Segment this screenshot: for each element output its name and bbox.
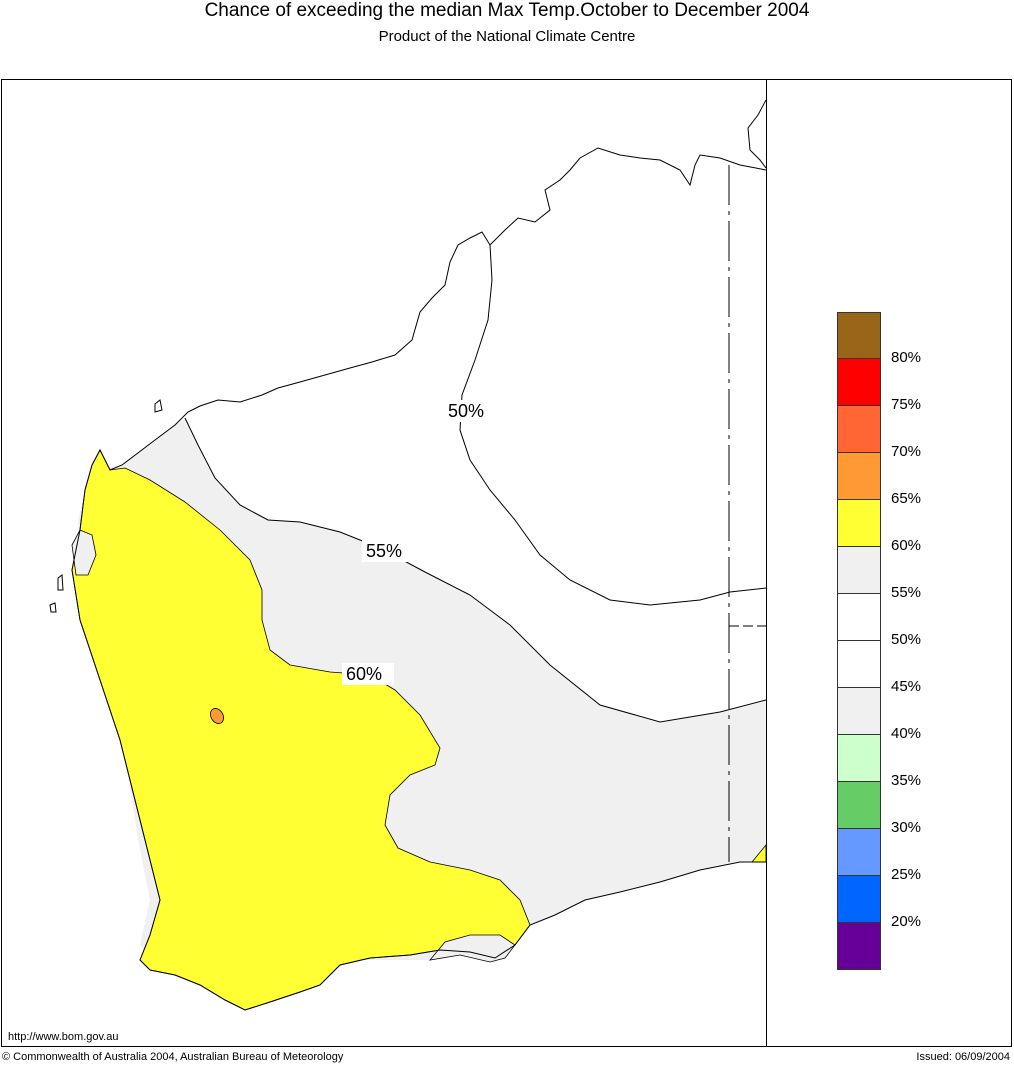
legend-swatch bbox=[837, 406, 881, 453]
contour-label-60: 60% bbox=[346, 664, 382, 684]
legend-swatch bbox=[837, 829, 881, 876]
website-url: http://www.bom.gov.au bbox=[8, 1031, 119, 1043]
map-subtitle: Product of the National Climate Centre bbox=[378, 28, 636, 45]
legend-label: 55% bbox=[891, 584, 922, 601]
band-65-70-spot bbox=[210, 708, 224, 724]
legend-label: 60% bbox=[891, 537, 922, 554]
legend-label: 40% bbox=[891, 725, 922, 742]
legend-swatch bbox=[837, 876, 881, 923]
legend-swatch bbox=[837, 359, 881, 406]
legend-label: 70% bbox=[891, 443, 922, 460]
contour-50 bbox=[459, 244, 766, 606]
legend-label: 30% bbox=[891, 819, 922, 836]
island bbox=[49, 602, 57, 613]
legend-label: 65% bbox=[891, 490, 922, 507]
legend-swatch bbox=[837, 547, 881, 594]
legend-label: 35% bbox=[891, 772, 922, 789]
legend-swatch bbox=[837, 312, 881, 359]
legend-label: 45% bbox=[891, 678, 922, 695]
legend-swatch bbox=[837, 735, 881, 782]
legend-swatch bbox=[837, 500, 881, 547]
copyright-text: © Commonwealth of Australia 2004, Austra… bbox=[2, 1051, 344, 1063]
legend-label: 20% bbox=[891, 913, 922, 930]
legend-swatch bbox=[837, 923, 881, 970]
legend-swatch bbox=[837, 641, 881, 688]
island bbox=[154, 399, 163, 413]
coastline bbox=[71, 99, 766, 1011]
legend-swatch bbox=[837, 453, 881, 500]
island bbox=[57, 574, 64, 591]
legend-label: 80% bbox=[891, 349, 922, 366]
legend-swatch bbox=[837, 688, 881, 735]
contour-label-50: 50% bbox=[448, 401, 484, 421]
legend-swatch bbox=[837, 782, 881, 829]
legend-label: 25% bbox=[891, 866, 922, 883]
contour-label-55: 55% bbox=[366, 541, 402, 561]
legend-swatch bbox=[837, 594, 881, 641]
issued-date: Issued: 06/09/2004 bbox=[916, 1051, 1010, 1063]
legend-label: 50% bbox=[891, 631, 922, 648]
legend-label: 75% bbox=[891, 396, 922, 413]
color-legend bbox=[837, 312, 881, 970]
legend-divider bbox=[766, 79, 767, 1047]
map-frame bbox=[1, 79, 1012, 1047]
map-title: Chance of exceeding the median Max Temp.… bbox=[204, 0, 810, 21]
